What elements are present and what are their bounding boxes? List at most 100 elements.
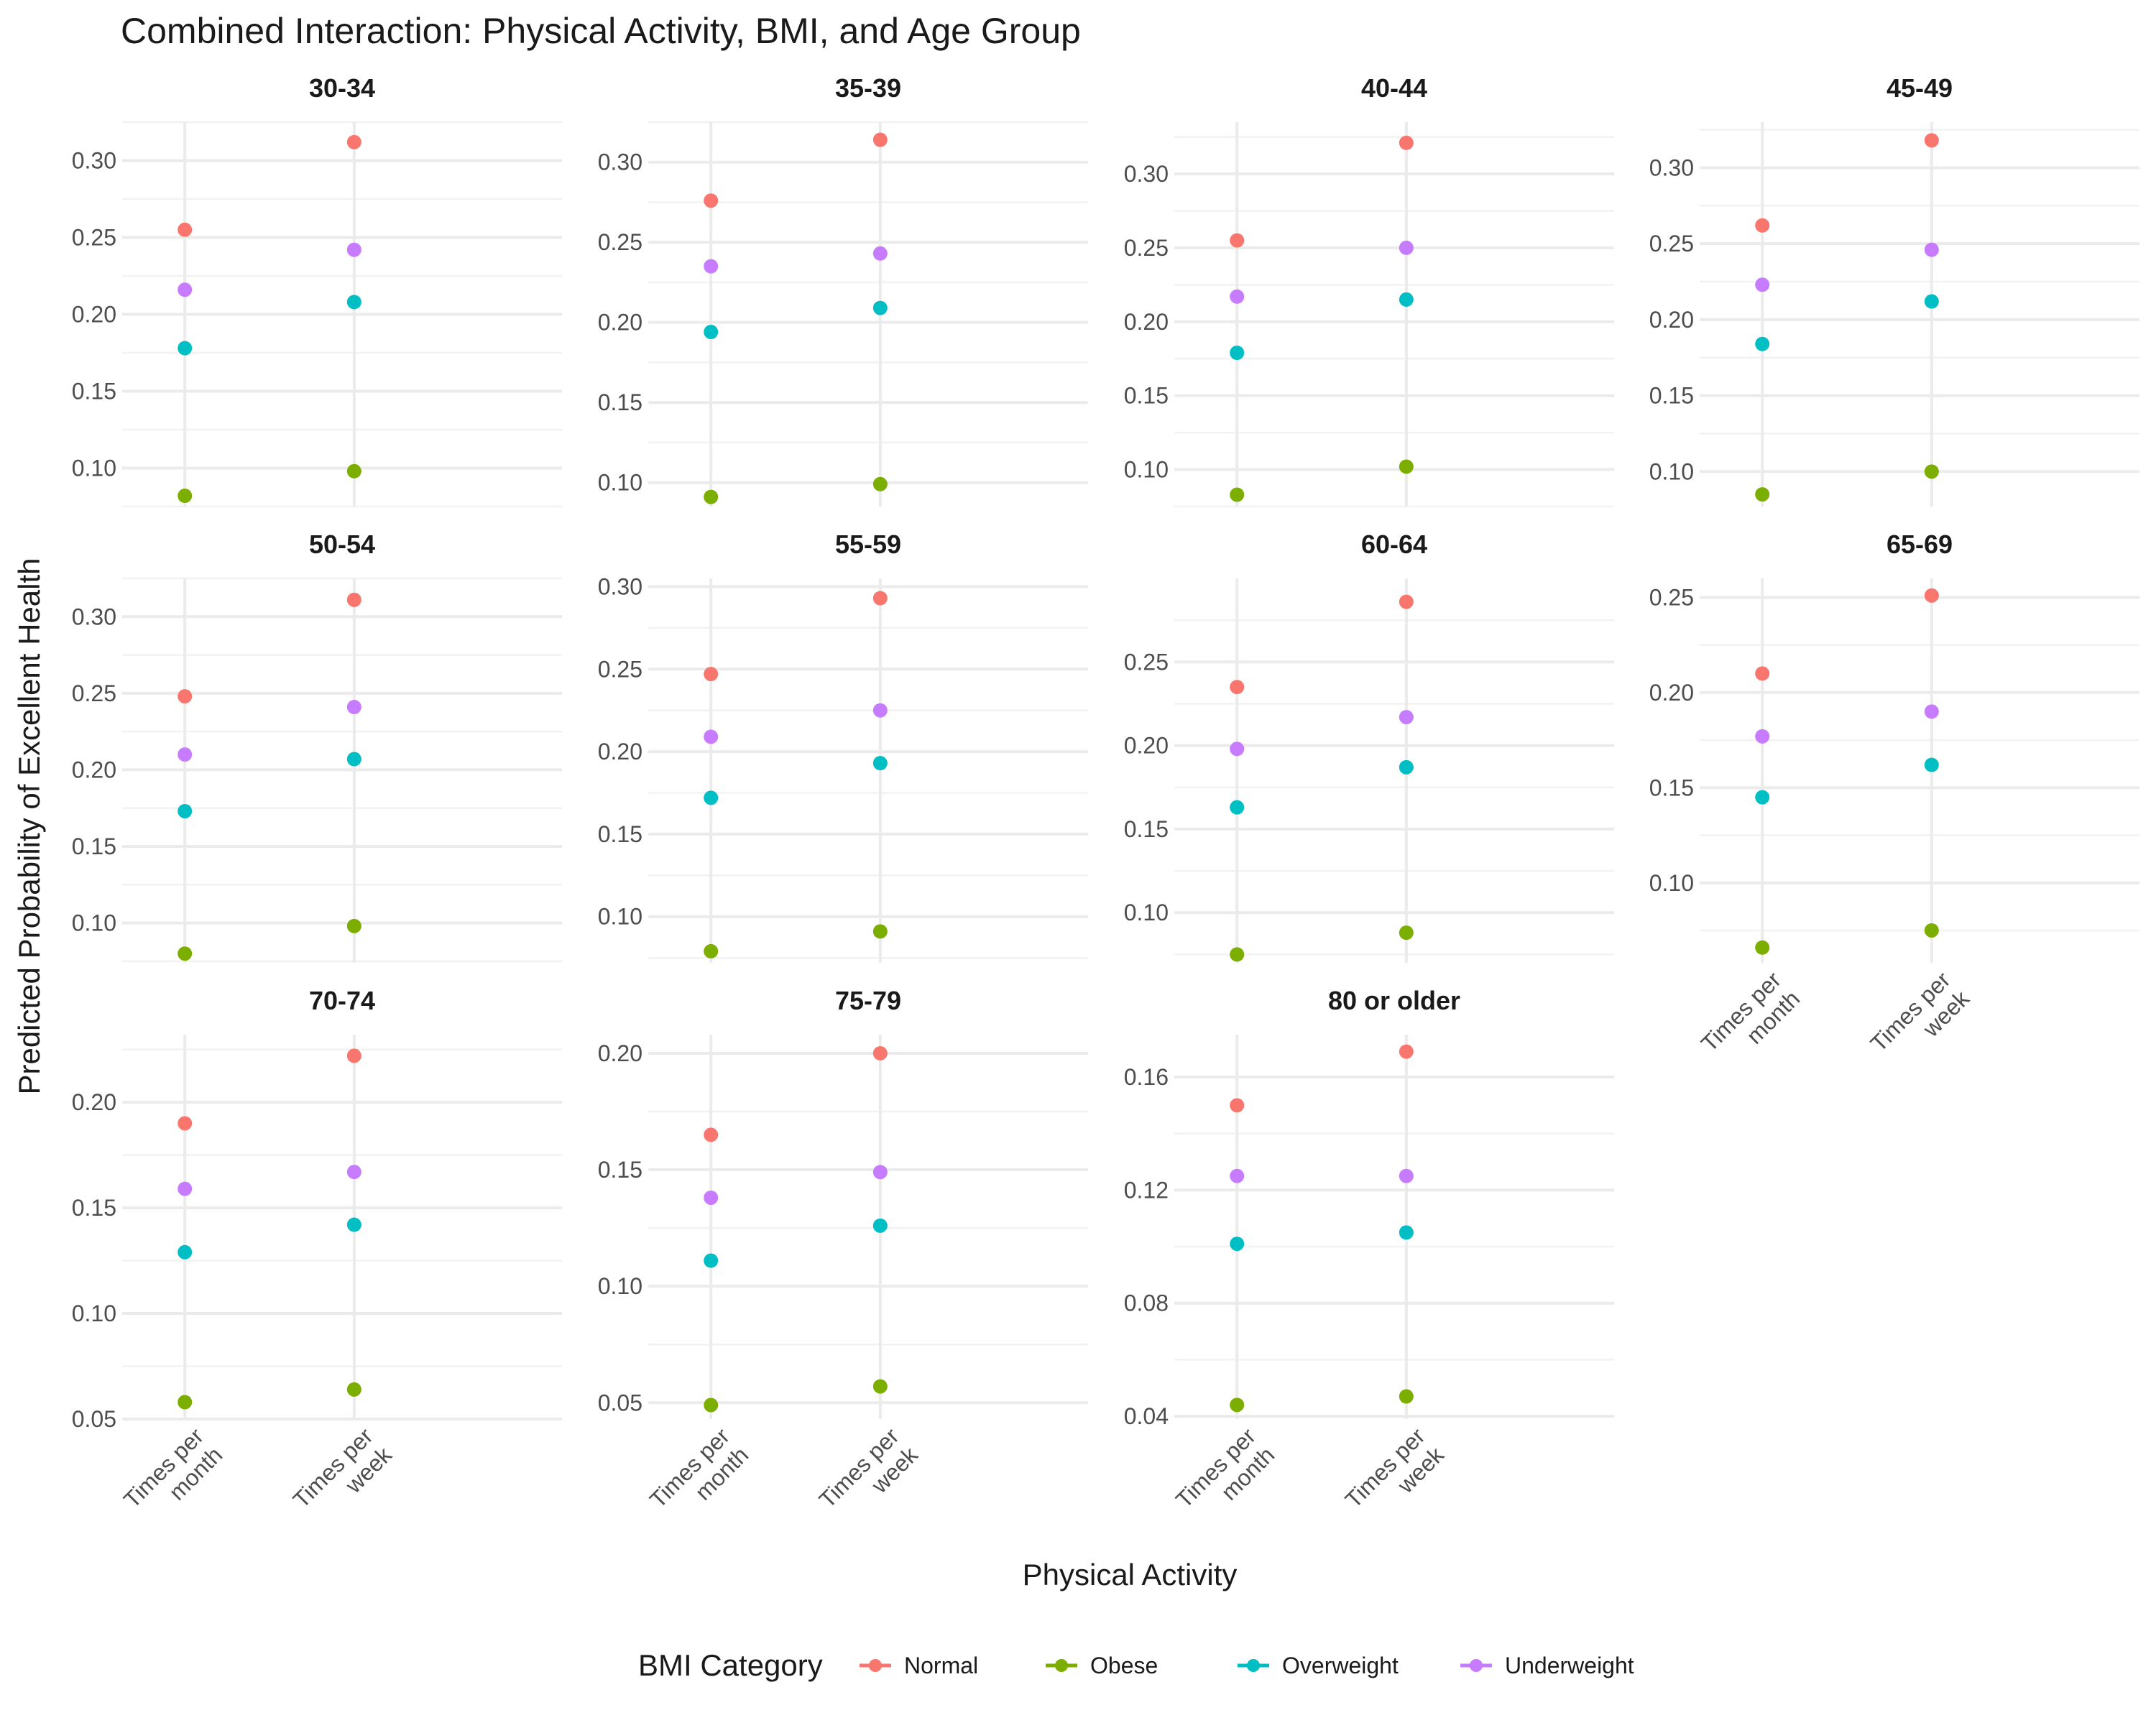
data-point-normal <box>1230 680 1245 695</box>
y-tick-label: 0.05 <box>72 1406 116 1432</box>
y-tick-label: 0.10 <box>598 470 642 496</box>
data-point-overweight <box>872 1218 888 1233</box>
y-tick-label: 0.20 <box>72 757 116 782</box>
data-point-obese <box>1230 1397 1245 1413</box>
legend-item-normal: Normal <box>860 1653 978 1678</box>
y-tick-label: 0.20 <box>1649 307 1694 333</box>
y-tick-label: 0.10 <box>72 1300 116 1326</box>
data-point-obese <box>1399 1389 1414 1404</box>
y-tick-label: 0.20 <box>1649 680 1694 706</box>
data-point-overweight <box>704 325 719 340</box>
data-point-underweight <box>178 747 193 762</box>
data-point-underweight <box>872 246 888 261</box>
y-tick-label: 0.15 <box>72 833 116 859</box>
y-tick-label: 0.08 <box>1124 1290 1169 1316</box>
data-point-overweight <box>872 756 888 771</box>
y-tick-label: 0.10 <box>1124 900 1169 925</box>
data-point-underweight <box>1230 1168 1245 1183</box>
data-point-underweight <box>704 729 719 744</box>
y-tick-label: 0.10 <box>1124 457 1169 483</box>
data-point-obese <box>704 1397 719 1413</box>
facet-strip-label: 35-39 <box>835 73 901 103</box>
data-point-overweight <box>704 790 719 805</box>
facet-strip-label: 30-34 <box>309 73 375 103</box>
data-point-obese <box>346 1382 361 1397</box>
facet-strip-label: 50-54 <box>309 530 375 559</box>
y-axis-title: Predicted Probability of Excellent Healt… <box>12 558 46 1094</box>
y-tick-label: 0.30 <box>72 148 116 174</box>
legend-label: Obese <box>1090 1653 1158 1678</box>
y-tick-label: 0.25 <box>1124 649 1169 675</box>
data-point-underweight <box>1399 710 1414 725</box>
y-tick-label: 0.25 <box>72 225 116 251</box>
data-point-obese <box>1399 459 1414 474</box>
y-tick-label: 0.15 <box>1649 383 1694 409</box>
facet-panel: 30-34 0.10 0.15 0.20 0.25 0.30 <box>72 73 562 508</box>
data-point-normal <box>178 689 193 704</box>
data-point-overweight <box>872 300 888 315</box>
y-tick-label: 0.10 <box>72 910 116 936</box>
y-tick-label: 0.20 <box>72 302 116 328</box>
data-point-normal <box>1755 218 1770 233</box>
data-point-underweight <box>346 242 361 257</box>
data-point-normal <box>1230 233 1245 248</box>
legend-item-underweight: Underweight <box>1460 1653 1634 1678</box>
data-point-overweight <box>1924 757 1939 772</box>
legend-key-point <box>1055 1659 1068 1672</box>
chart-title: Combined Interaction: Physical Activity,… <box>121 11 1081 51</box>
data-point-obese <box>704 943 719 958</box>
data-point-obese <box>178 1395 193 1410</box>
y-tick-label: 0.15 <box>1124 816 1169 842</box>
legend-item-obese: Obese <box>1046 1653 1158 1678</box>
facet-panel: 45-49 0.10 0.15 0.20 0.25 0.30 <box>1649 73 2139 507</box>
data-point-underweight <box>1399 240 1414 255</box>
data-point-underweight <box>872 703 888 718</box>
facet-panel: 60-64 0.10 0.15 0.20 0.25 <box>1124 530 1614 963</box>
y-tick-label: 0.15 <box>72 379 116 405</box>
y-tick-label: 0.12 <box>1124 1177 1169 1203</box>
data-point-overweight <box>1755 336 1770 351</box>
data-point-underweight <box>1230 289 1245 304</box>
data-point-overweight <box>346 295 361 310</box>
data-point-overweight <box>1755 790 1770 805</box>
y-tick-label: 0.10 <box>1649 458 1694 484</box>
data-point-obese <box>178 489 193 504</box>
legend-label: Normal <box>904 1653 978 1678</box>
facet-strip-label: 70-74 <box>309 986 375 1015</box>
legend-item-overweight: Overweight <box>1238 1653 1399 1678</box>
facet-strip-label: 75-79 <box>835 986 901 1015</box>
facet-strip-label: 55-59 <box>835 530 901 559</box>
y-tick-label: 0.15 <box>598 1157 642 1183</box>
y-tick-label: 0.10 <box>1649 870 1694 896</box>
data-point-underweight <box>178 282 193 297</box>
data-point-obese <box>1755 487 1770 502</box>
data-point-obese <box>1230 487 1245 502</box>
y-tick-label: 0.20 <box>598 310 642 336</box>
data-point-obese <box>872 924 888 939</box>
y-tick-label: 0.04 <box>1124 1403 1169 1429</box>
data-point-underweight <box>704 259 719 274</box>
data-point-normal <box>346 134 361 149</box>
data-point-obese <box>1924 923 1939 938</box>
y-tick-label: 0.20 <box>1124 733 1169 759</box>
y-tick-label: 0.25 <box>1649 231 1694 257</box>
y-tick-label: 0.15 <box>598 389 642 415</box>
data-point-normal <box>1399 594 1414 609</box>
data-point-normal <box>346 592 361 607</box>
data-point-obese <box>872 1379 888 1394</box>
facet-panel: 40-44 0.10 0.15 0.20 0.25 0.30 <box>1124 73 1614 508</box>
data-point-underweight <box>346 1165 361 1180</box>
facet-strip-label: 45-49 <box>1886 73 1953 103</box>
y-tick-label: 0.16 <box>1124 1064 1169 1090</box>
facet-strip-label: 60-64 <box>1361 530 1427 559</box>
data-point-overweight <box>1399 292 1414 307</box>
legend-key-point <box>1470 1659 1483 1672</box>
legend-key-point <box>1247 1659 1260 1672</box>
